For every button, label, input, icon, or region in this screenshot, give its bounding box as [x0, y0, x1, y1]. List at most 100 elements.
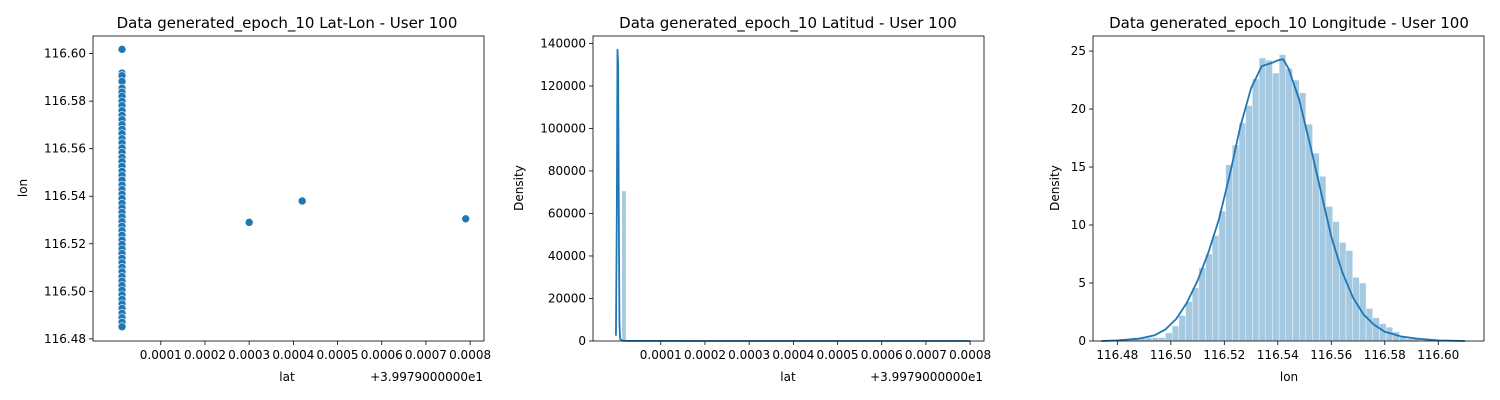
- y-tick-label: 5: [1078, 276, 1086, 290]
- histogram-bar: [1285, 68, 1293, 342]
- x-tick-label: 0.0008: [949, 348, 991, 362]
- histogram-bar: [1332, 221, 1340, 342]
- x-tick-label: 0.0002: [684, 348, 726, 362]
- kde-line: [1101, 58, 1466, 342]
- longitude-title: Data generated_epoch_10 Longitude - User…: [1109, 14, 1469, 33]
- histogram-bar: [1372, 317, 1380, 342]
- histogram-bar: [1158, 337, 1166, 342]
- longitude-yticks: 0 5 10 15 20 25: [1071, 44, 1093, 348]
- histogram-bar: [1339, 242, 1347, 342]
- y-tick-label: 116.52: [44, 237, 86, 251]
- x-tick-label: 116.52: [1203, 348, 1245, 362]
- x-tick-label: 0.0008: [449, 348, 491, 362]
- histogram-bar: [1145, 337, 1153, 342]
- scatter-points: [117, 45, 471, 332]
- scatter-point: [117, 45, 127, 54]
- x-tick-label: 0.0003: [228, 348, 270, 362]
- histogram-bar: [1238, 122, 1246, 342]
- y-tick-label: 40000: [548, 249, 586, 263]
- x-tick-label: 116.60: [1417, 348, 1459, 362]
- y-tick-label: 116.50: [44, 284, 86, 298]
- y-tick-label: 25: [1071, 44, 1086, 58]
- longitude-axes-frame: [1092, 35, 1485, 342]
- y-tick-label: 100000: [540, 121, 586, 135]
- y-tick-label: 120000: [540, 79, 586, 93]
- latitude-axes-frame: [592, 35, 985, 342]
- histogram-bar: [1258, 57, 1266, 342]
- y-tick-label: 15: [1071, 160, 1086, 174]
- x-tick-label: 116.58: [1364, 348, 1406, 362]
- histogram-bar: [622, 191, 626, 341]
- histogram-bar: [1198, 267, 1206, 342]
- x-tick-label: 0.0006: [361, 348, 403, 362]
- y-tick-label: 116.54: [44, 189, 86, 203]
- scatter-ylabel: lon: [16, 179, 30, 197]
- histogram-bar: [1245, 105, 1253, 342]
- latitude-x-offset: +3.9979000000e1: [870, 370, 983, 384]
- latitude-title: Data generated_epoch_10 Latitud - User 1…: [619, 14, 957, 33]
- y-tick-label: 140000: [540, 36, 586, 50]
- scatter-xticks: 0.0001 0.0002 0.0003 0.0004 0.0005 0.0006 0.00…: [140, 341, 491, 362]
- x-tick-label: 0.0006: [861, 348, 903, 362]
- histogram-bar: [1298, 92, 1307, 342]
- histogram-bar: [1185, 301, 1193, 342]
- longitude-marks: [1101, 54, 1466, 342]
- x-tick-label: 0.0002: [184, 348, 226, 362]
- histogram-bar: [1178, 315, 1186, 342]
- histogram-bar: [1265, 60, 1273, 342]
- scatter-yticks: 116.48 116.50 116.52 116.54 116.56 116.58 116.…: [44, 47, 93, 346]
- histogram-bar: [1171, 325, 1180, 342]
- y-tick-label: 116.56: [44, 142, 86, 156]
- x-tick-label: 0.0007: [905, 348, 947, 362]
- scatter-panel: Data generated_epoch_10 Lat-Lon - User 1…: [16, 14, 491, 384]
- latitude-xticks: 0.0001 0.0002 0.0003 0.0004 0.0005 0.0006 0.00…: [640, 341, 991, 362]
- latitude-marks: [615, 48, 971, 342]
- x-tick-label: 0.0004: [772, 348, 814, 362]
- y-tick-label: 60000: [548, 206, 586, 220]
- histogram-bar: [1352, 277, 1360, 342]
- histogram-bar: [1278, 54, 1287, 342]
- scatter-point: [244, 218, 254, 227]
- x-tick-label: 0.0007: [405, 348, 447, 362]
- y-tick-label: 116.48: [44, 332, 86, 346]
- scatter-axes-frame: [92, 35, 485, 342]
- x-tick-label: 0.0001: [140, 348, 182, 362]
- latitude-density-panel: Data generated_epoch_10 Latitud - User 1…: [512, 14, 991, 384]
- x-tick-label: 116.50: [1150, 348, 1192, 362]
- y-tick-label: 80000: [548, 164, 586, 178]
- longitude-density-panel: Data generated_epoch_10 Longitude - User…: [1048, 14, 1485, 384]
- histogram-bar: [1205, 253, 1213, 342]
- y-tick-label: 0: [578, 334, 586, 348]
- y-tick-label: 116.58: [44, 94, 86, 108]
- x-tick-label: 116.56: [1310, 348, 1352, 362]
- longitude-ylabel: Density: [1048, 165, 1062, 211]
- x-tick-label: 116.48: [1096, 348, 1138, 362]
- y-tick-label: 116.60: [44, 47, 86, 61]
- histogram-bar: [1165, 332, 1173, 342]
- histogram-bar: [1292, 79, 1300, 342]
- scatter-point: [461, 214, 471, 224]
- longitude-xticks: 116.48 116.50 116.52 116.54 116.56 116.58 116.…: [1096, 341, 1459, 362]
- y-tick-label: 20: [1071, 102, 1086, 116]
- kde-line: [615, 48, 971, 342]
- scatter-xlabel: lat: [279, 370, 295, 384]
- x-tick-label: 0.0005: [317, 348, 359, 362]
- scatter-point: [117, 322, 127, 332]
- histogram-bar: [1365, 308, 1373, 342]
- latitude-ylabel: Density: [512, 165, 526, 211]
- x-tick-label: 0.0004: [272, 348, 314, 362]
- histogram-bar: [1212, 235, 1220, 342]
- scatter-point: [297, 196, 307, 206]
- histogram-bar: [1232, 144, 1240, 342]
- x-tick-label: 0.0005: [817, 348, 859, 362]
- histogram-bar: [1272, 72, 1280, 342]
- y-tick-label: 10: [1071, 218, 1086, 232]
- histogram-bar: [1218, 210, 1226, 342]
- x-tick-label: 0.0003: [728, 348, 770, 362]
- x-tick-label: 116.54: [1257, 348, 1299, 362]
- y-tick-label: 0: [1078, 334, 1086, 348]
- longitude-xlabel: lon: [1280, 370, 1298, 384]
- scatter-x-offset: +3.9979000000e1: [370, 370, 483, 384]
- histogram-bar: [1252, 78, 1260, 342]
